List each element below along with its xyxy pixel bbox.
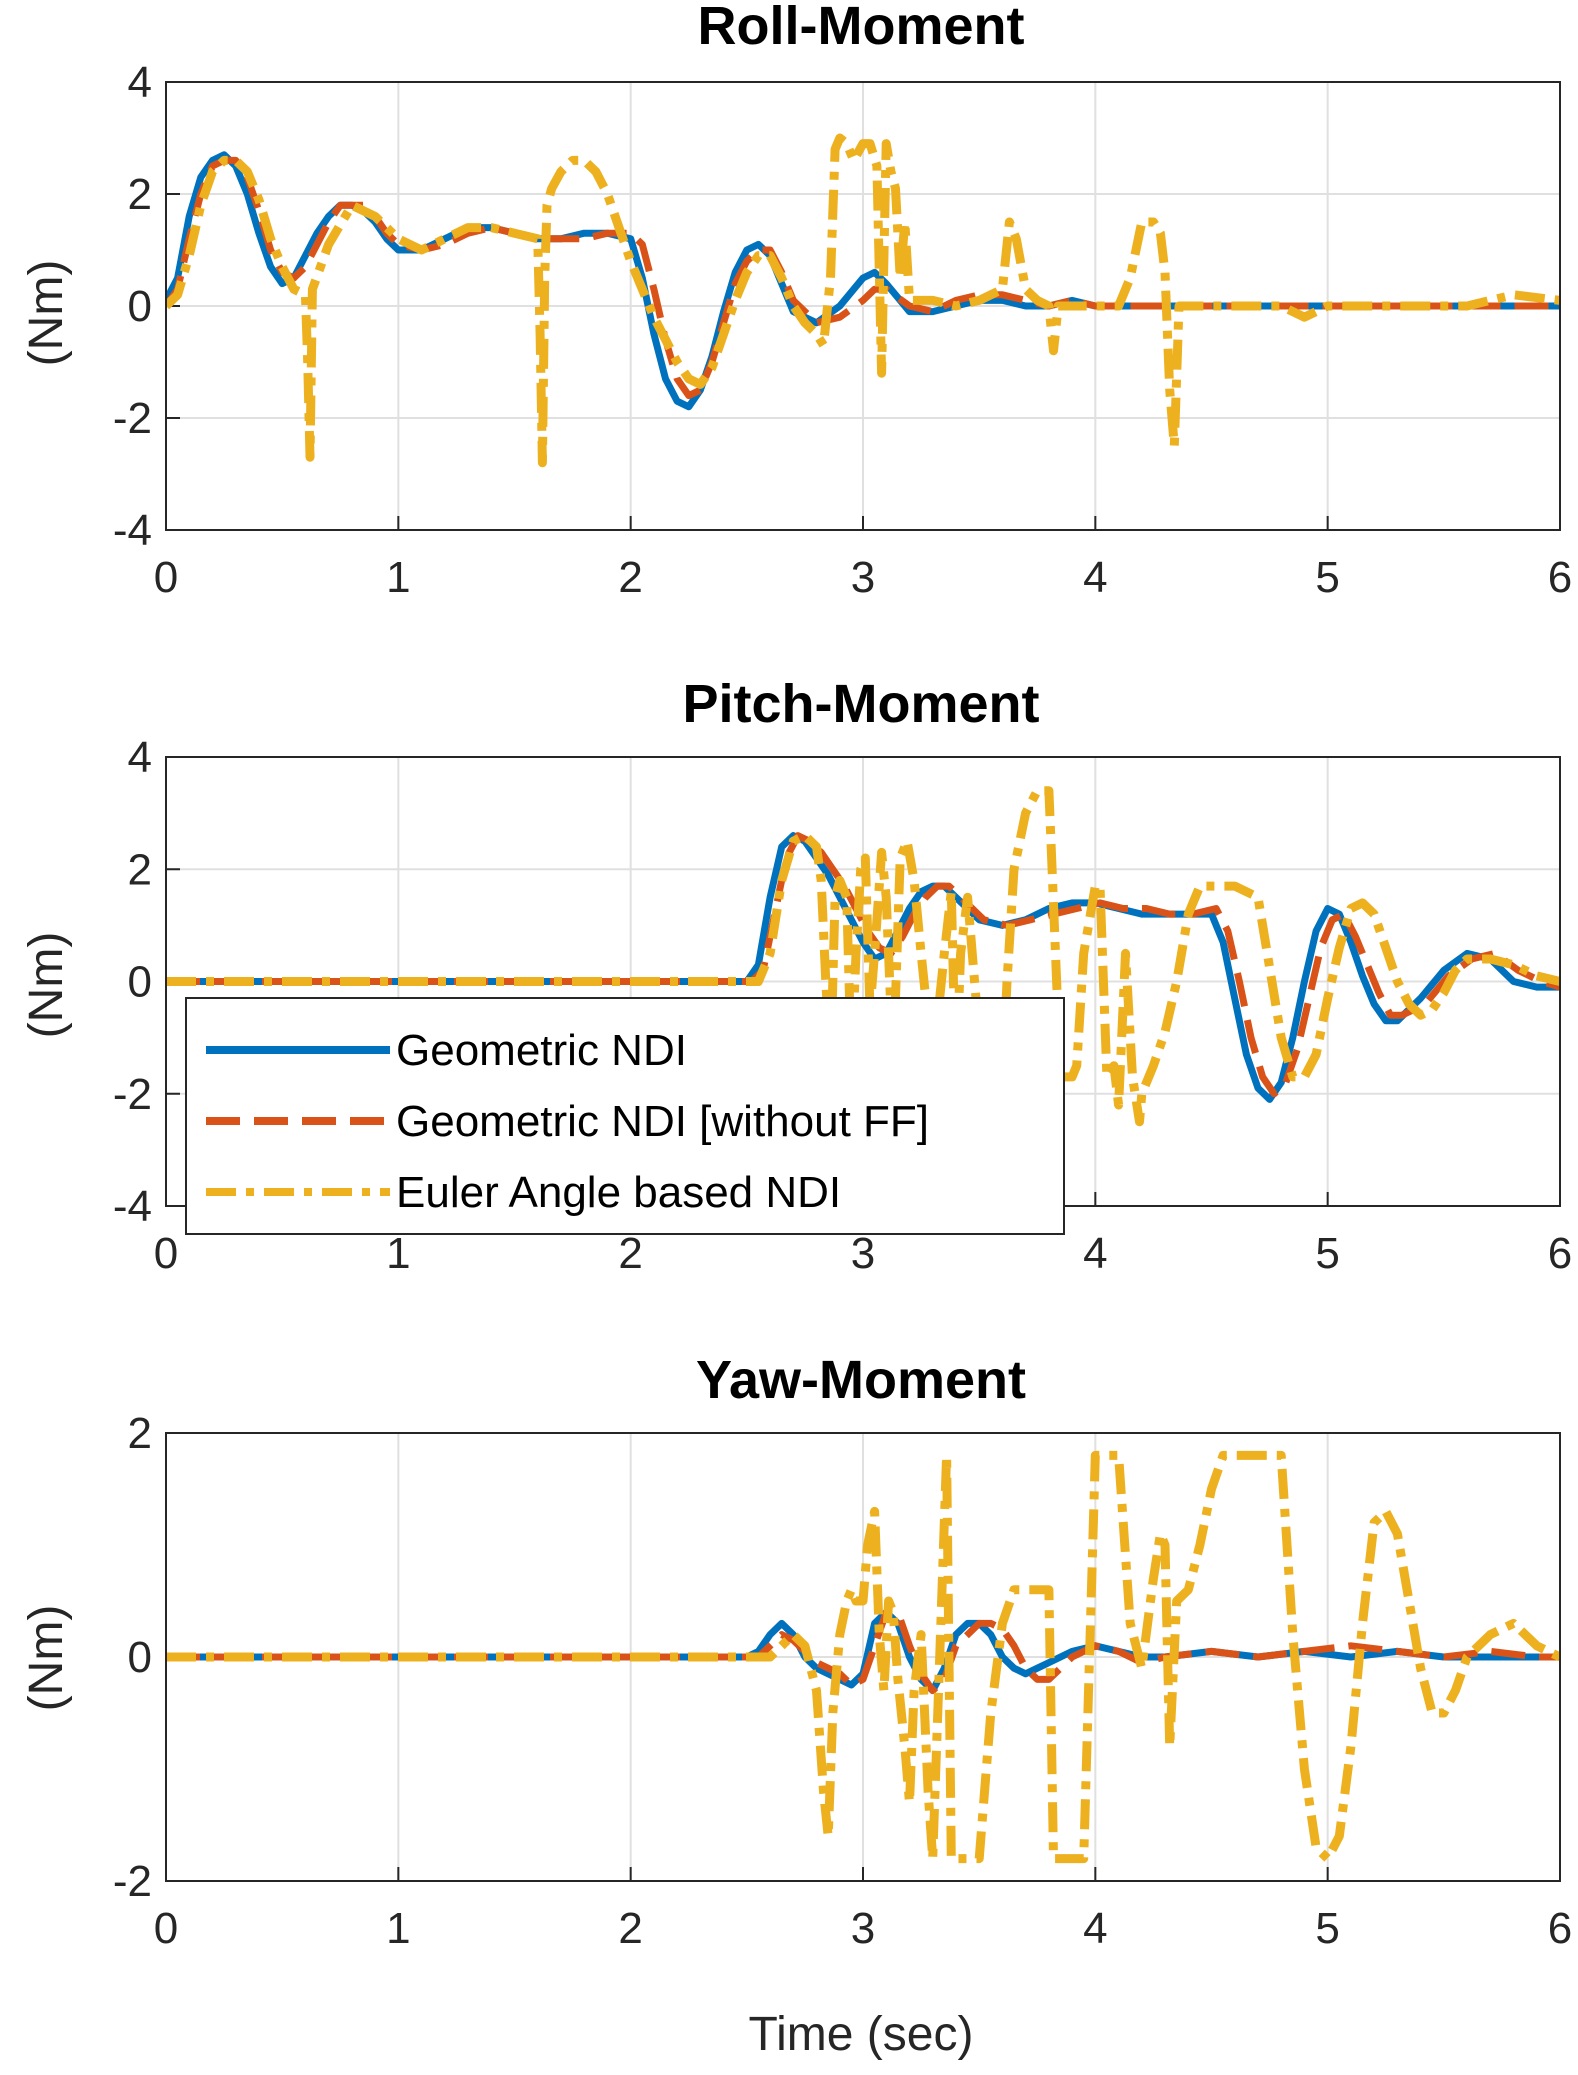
pitch-moment-ylabel: (Nm) [20, 932, 73, 1039]
series-line-euler-angle-based-ndi [166, 786, 1560, 1127]
x-tick-label: 4 [1083, 553, 1107, 602]
x-tick-label: 1 [386, 1904, 410, 1953]
roll-moment-series [166, 133, 1560, 468]
pitch-moment-yticks: -4 -2 0 2 4 [113, 733, 152, 1231]
y-tick-label: 4 [128, 58, 152, 107]
legend-label-euler-angle-ndi: Euler Angle based NDI [396, 1168, 841, 1217]
yaw-moment-yticks: -2 0 2 [113, 1409, 152, 1906]
x-tick-label: 3 [851, 553, 875, 602]
x-tick-label: 6 [1548, 553, 1572, 602]
x-tick-label: 4 [1083, 1229, 1107, 1278]
legend: Geometric NDI Geometric NDI [without FF]… [185, 997, 1065, 1235]
series-line-euler-angle-based-ndi [166, 1450, 1560, 1864]
legend-item: Geometric NDI [206, 1026, 687, 1075]
yaw-moment-series [166, 1450, 1560, 1864]
x-tick-label: 0 [154, 1229, 178, 1278]
series-line-geometric-ndi-without-ff [166, 1608, 1560, 1695]
y-tick-label: 2 [128, 845, 152, 894]
y-tick-label: 4 [128, 733, 152, 782]
yaw-moment-xticks: 0 1 2 3 4 5 6 [154, 1904, 1572, 1953]
x-tick-label: 5 [1315, 553, 1339, 602]
yaw-moment-axes: Yaw-Moment (Nm) 0 1 2 3 4 5 6 -2 0 2 Tim… [20, 1350, 1572, 2061]
legend-label-geometric-ndi-without-ff: Geometric NDI [without FF] [396, 1097, 929, 1146]
x-tick-label: 2 [618, 1904, 642, 1953]
series-line-euler-angle-based-ndi [166, 133, 1560, 468]
x-tick-label: 4 [1083, 1904, 1107, 1953]
roll-moment-title: Roll-Moment [698, 0, 1025, 56]
yaw-moment-title: Yaw-Moment [696, 1350, 1026, 1410]
x-tick-label: 0 [154, 553, 178, 602]
x-tick-label: 3 [851, 1229, 875, 1278]
legend-label-geometric-ndi: Geometric NDI [396, 1026, 687, 1075]
y-tick-label: -2 [113, 1070, 152, 1119]
y-tick-label: 0 [128, 958, 152, 1007]
series-line-geometric-ndi-without-ff [166, 832, 1560, 1098]
yaw-moment-ylabel: (Nm) [20, 1605, 73, 1712]
legend-item: Geometric NDI [without FF] [206, 1097, 929, 1146]
x-tick-label: 2 [618, 553, 642, 602]
x-tick-label: 5 [1315, 1229, 1339, 1278]
x-tick-label: 6 [1548, 1229, 1572, 1278]
roll-moment-plot-frame [165, 81, 1561, 531]
y-tick-label: -4 [113, 1182, 152, 1231]
x-tick-label: 1 [386, 1229, 410, 1278]
pitch-moment-axes: Pitch-Moment (Nm) 0 1 2 3 4 5 6 -4 -2 0 … [20, 674, 1572, 1278]
roll-moment-axes: Roll-Moment (Nm) 0 1 2 3 4 5 6 -4 -2 0 2… [20, 0, 1572, 602]
x-axis-label: Time (sec) [749, 2008, 974, 2061]
y-tick-label: -2 [113, 394, 152, 443]
x-tick-label: 2 [618, 1229, 642, 1278]
pitch-moment-series [166, 786, 1560, 1127]
y-tick-label: 2 [128, 1409, 152, 1458]
pitch-moment-xticks: 0 1 2 3 4 5 6 [154, 1229, 1572, 1278]
x-tick-label: 1 [386, 553, 410, 602]
yaw-moment-plot-frame [165, 1432, 1561, 1882]
x-tick-label: 6 [1548, 1904, 1572, 1953]
y-tick-label: 0 [128, 282, 152, 331]
roll-moment-ylabel: (Nm) [20, 260, 73, 367]
y-tick-label: -4 [113, 506, 152, 555]
x-tick-label: 5 [1315, 1904, 1339, 1953]
x-tick-label: 0 [154, 1904, 178, 1953]
x-tick-label: 3 [851, 1904, 875, 1953]
roll-moment-xticks: 0 1 2 3 4 5 6 [154, 553, 1572, 602]
pitch-moment-title: Pitch-Moment [683, 674, 1040, 734]
y-tick-label: 2 [128, 170, 152, 219]
y-tick-label: -2 [113, 1857, 152, 1906]
legend-item: Euler Angle based NDI [206, 1168, 841, 1217]
y-tick-label: 0 [128, 1633, 152, 1682]
roll-moment-yticks: -4 -2 0 2 4 [113, 58, 152, 555]
